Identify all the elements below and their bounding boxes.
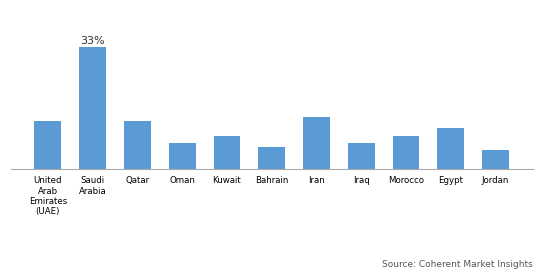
Bar	[303, 117, 330, 169]
Text: Source: Coherent Market Insights: Source: Coherent Market Insights	[382, 260, 533, 269]
Bar	[482, 150, 509, 169]
Bar	[79, 47, 106, 169]
Bar	[348, 143, 374, 169]
Bar	[258, 147, 285, 169]
Bar	[214, 135, 240, 169]
Bar	[124, 121, 151, 169]
Bar	[437, 128, 464, 169]
Text: 33%: 33%	[80, 36, 105, 46]
Bar	[34, 121, 61, 169]
Bar	[169, 143, 196, 169]
Bar	[393, 135, 420, 169]
